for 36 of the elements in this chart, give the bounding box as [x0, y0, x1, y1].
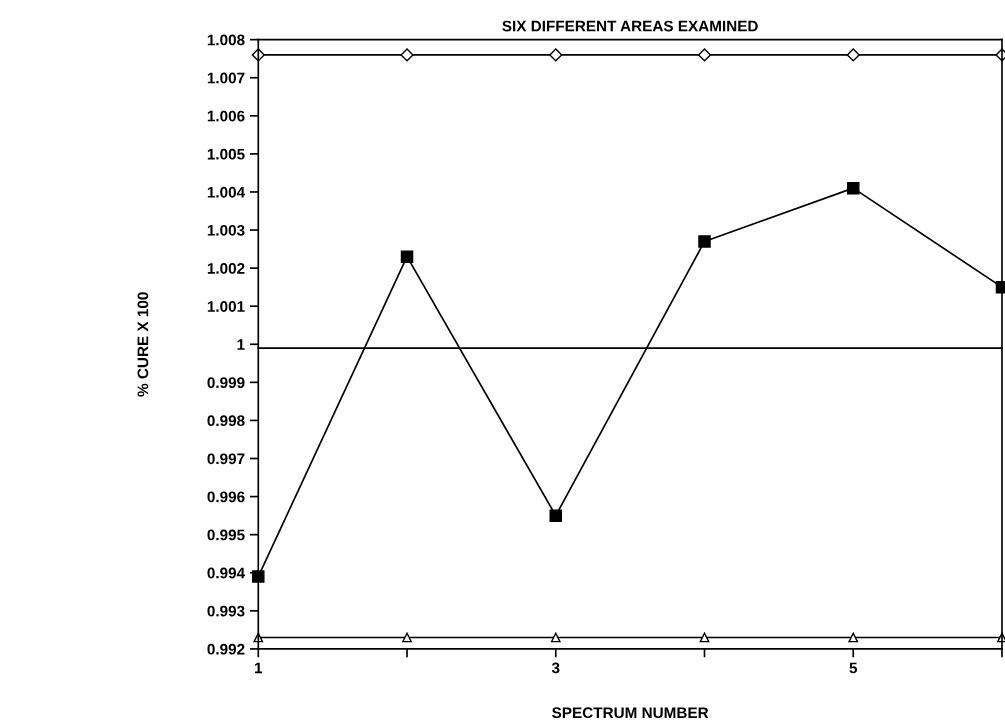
y-axis-title: % CURE X 100: [137, 292, 149, 397]
point: [699, 632, 710, 643]
chart-title: SIX DIFFERENT AREAS EXAMINED: [502, 20, 758, 32]
x-tick-label: 5: [849, 662, 858, 674]
point: [697, 48, 712, 62]
y-tick-label: 1: [237, 339, 245, 350]
y-tick-label: 1.004: [207, 186, 246, 198]
y-tick-label: 0.995: [207, 529, 245, 541]
point: [549, 509, 563, 522]
point: [402, 632, 412, 643]
point: [846, 181, 860, 195]
point: [400, 250, 414, 263]
y-tick-label: 0.999: [207, 377, 245, 389]
y-tick-label: 1.005: [207, 148, 245, 160]
y-tick-label: 0.994: [207, 567, 246, 579]
y-tick-label: 1.001: [207, 301, 245, 312]
y-tick-label: 1.007: [207, 72, 245, 84]
point: [550, 632, 561, 643]
point: [698, 235, 711, 248]
x-axis-title: SPECTRUM NUMBER: [552, 707, 709, 719]
y-tick-label: 1.006: [207, 110, 245, 122]
y-tick-label: 1.008: [207, 34, 245, 46]
y-tick-label: 0.996: [207, 491, 245, 503]
point: [846, 48, 860, 62]
y-tick-label: 0.998: [207, 415, 245, 427]
x-tick-label: 3: [551, 662, 560, 674]
point: [252, 570, 265, 583]
y-tick-label: 0.997: [207, 453, 245, 465]
x-tick-label: 1: [255, 662, 263, 674]
y-tick-label: 0.992: [207, 643, 245, 655]
y-tick-label: 1.003: [207, 224, 245, 236]
point: [848, 632, 859, 643]
y-tick-label: 1.002: [207, 262, 245, 274]
point: [549, 48, 563, 62]
point: [400, 48, 414, 62]
y-tick-label: 0.993: [207, 605, 245, 617]
